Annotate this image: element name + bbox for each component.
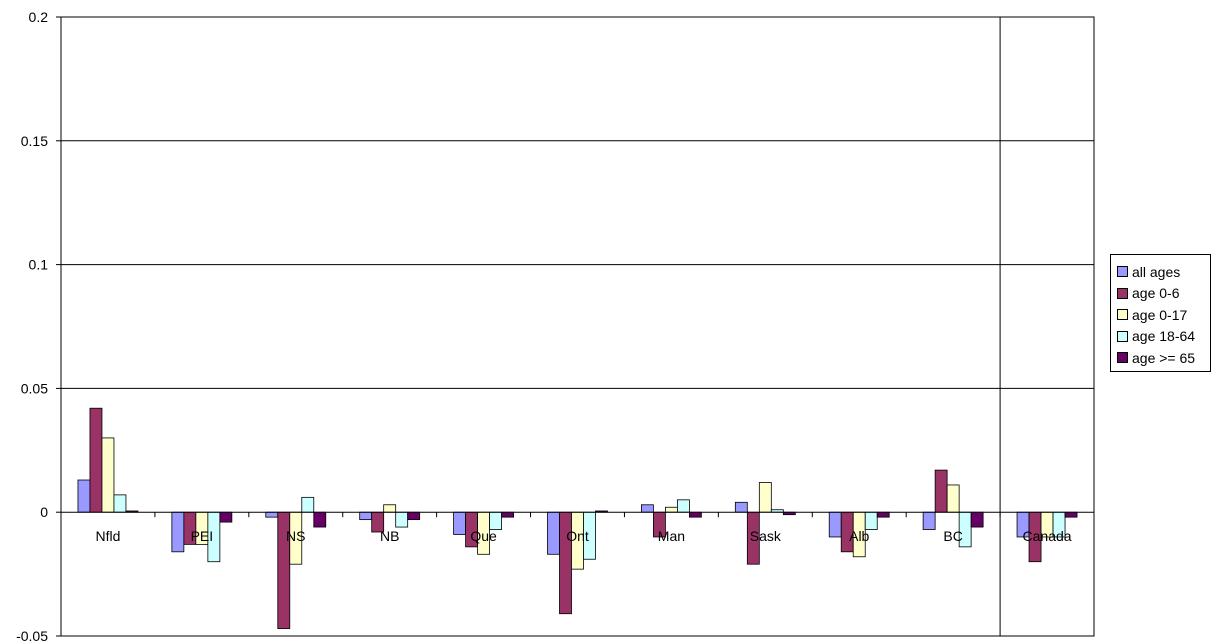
legend-swatch: [1117, 287, 1128, 299]
bar: [641, 504, 654, 513]
bar: [734, 501, 748, 513]
bar: [677, 499, 690, 513]
legend-item: age 18-64: [1117, 326, 1210, 348]
y-tick-label: 0: [40, 504, 48, 520]
plot-frame: [60, 16, 1095, 637]
x-tick-label: Nfld: [96, 528, 121, 544]
gridlines: [61, 16, 1094, 389]
legend-item: all ages: [1117, 261, 1210, 283]
bar: [383, 504, 397, 513]
bar: [77, 479, 91, 513]
bar: [922, 511, 936, 530]
legend-swatch: [1117, 352, 1128, 364]
y-tick-label: 0.05: [21, 380, 48, 396]
bar: [864, 511, 878, 530]
legend-label: all ages: [1132, 263, 1181, 280]
legend-swatch: [1117, 309, 1128, 321]
bar: [101, 437, 115, 513]
bar: [395, 511, 409, 528]
bar: [758, 482, 772, 513]
bar: [489, 511, 502, 530]
y-tick-label: 0.2: [29, 9, 49, 25]
bar: [265, 511, 279, 518]
bar: [301, 496, 315, 513]
x-tick-label: Que: [470, 528, 497, 544]
y-tick-labels: -0.05 0 0.05 0.1 0.15 0.2: [16, 9, 48, 644]
x-tick-label: BC: [943, 528, 962, 544]
bar: [828, 511, 842, 538]
bar: [689, 511, 702, 518]
y-tick-label: 0.15: [21, 133, 48, 149]
x-tick-labels: Nfld PEI NS NB Que Ont Man Sask Alb BC Canada: [96, 528, 1072, 544]
bar: [946, 484, 960, 513]
legend-label: age 18-64: [1132, 328, 1196, 345]
bar: [876, 511, 890, 518]
bars: [77, 407, 1078, 629]
bar: [501, 511, 514, 518]
bar: [665, 506, 678, 513]
x-tick-label: Sask: [750, 528, 782, 544]
bar: [934, 469, 948, 513]
x-tick-label: NS: [286, 528, 305, 544]
bar: [407, 511, 421, 521]
y-tick-label: 0.1: [29, 257, 49, 273]
legend-item: age >= 65: [1117, 347, 1210, 369]
bar: [89, 407, 103, 513]
bar: [219, 511, 233, 523]
legend-item: age 0-17: [1117, 304, 1210, 326]
bar: [547, 511, 560, 555]
legend: all ages age 0-6 age 0-17 age 18-64 age >= 6…: [1110, 254, 1211, 372]
y-tick-label: -0.05: [16, 628, 48, 644]
legend-label: age >= 65: [1132, 349, 1196, 366]
x-tick-label: Alb: [849, 528, 869, 544]
bar: [1064, 511, 1078, 518]
bar: [113, 494, 127, 513]
legend-swatch: [1117, 330, 1128, 342]
bar: [359, 511, 373, 521]
x-tick-label: Ont: [566, 528, 589, 544]
bar: [453, 511, 466, 535]
legend-label: age 0-17: [1132, 306, 1188, 323]
bar: [313, 511, 327, 528]
legend-label: age 0-6: [1132, 285, 1180, 302]
x-tick-label: NB: [380, 528, 399, 544]
legend-swatch: [1117, 266, 1128, 278]
axes: [56, 16, 1095, 637]
legend-item: age 0-6: [1117, 283, 1210, 305]
bar: [970, 511, 984, 528]
x-tick-label: PEI: [191, 528, 214, 544]
bar: [171, 511, 185, 553]
x-tick-label: Man: [658, 528, 685, 544]
x-tick-label: Canada: [1023, 528, 1072, 544]
